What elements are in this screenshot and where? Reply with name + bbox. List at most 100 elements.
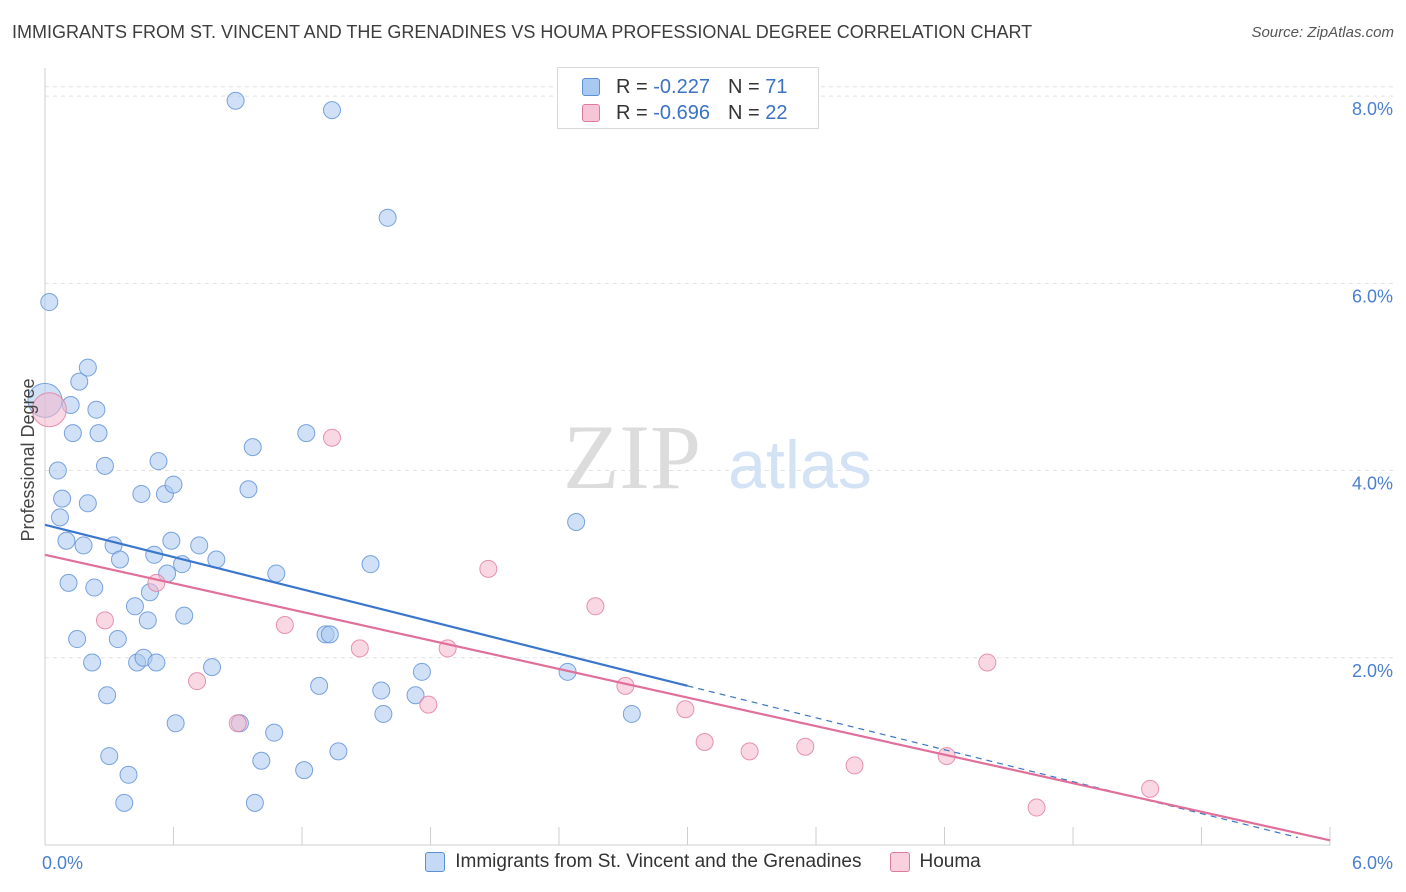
data-point xyxy=(226,91,245,110)
series-houma-points xyxy=(31,392,1160,817)
data-point xyxy=(320,625,339,644)
data-point xyxy=(125,597,144,616)
series-legend-label: Immigrants from St. Vincent and the Gren… xyxy=(455,851,862,872)
data-point xyxy=(147,653,166,672)
data-point xyxy=(98,686,117,705)
data-point xyxy=(567,513,586,532)
data-point xyxy=(978,653,997,672)
data-point xyxy=(68,630,87,649)
data-point xyxy=(48,461,67,480)
legend-n-value: 71 xyxy=(765,75,788,98)
legend-n-label: N = xyxy=(727,101,760,124)
data-point xyxy=(295,761,314,780)
data-point xyxy=(53,489,72,508)
data-point xyxy=(74,536,93,555)
series-legend: Immigrants from St. Vincent and the Gren… xyxy=(0,851,1406,873)
data-point xyxy=(78,358,97,377)
legend-r-value: -0.696 xyxy=(653,101,710,124)
data-point xyxy=(695,733,714,752)
data-point xyxy=(100,747,119,766)
data-point xyxy=(164,475,183,494)
watermark-atlas: atlas xyxy=(728,427,872,503)
y-tick-label: 4.0% xyxy=(1352,474,1393,494)
data-point xyxy=(115,793,134,812)
data-point xyxy=(361,555,380,574)
data-point xyxy=(275,616,294,635)
data-point xyxy=(175,606,194,625)
data-point xyxy=(132,484,151,503)
data-point xyxy=(138,611,157,630)
data-point xyxy=(267,564,286,583)
data-point xyxy=(586,597,605,616)
data-point xyxy=(245,793,264,812)
data-point xyxy=(70,372,89,391)
series-swatch-blue xyxy=(425,852,446,872)
legend-r-label: R = xyxy=(616,101,648,124)
data-point xyxy=(95,611,114,630)
data-point xyxy=(190,536,209,555)
data-point xyxy=(796,737,815,756)
data-point xyxy=(63,424,82,443)
data-point xyxy=(1027,798,1046,817)
legend-r-value: -0.227 xyxy=(653,75,710,98)
series-immigrants-points xyxy=(27,91,641,812)
legend-r-label: R = xyxy=(616,75,648,98)
data-point xyxy=(322,428,341,447)
x-tick-label-min: 0.0% xyxy=(42,853,83,873)
data-point xyxy=(378,208,397,227)
data-point xyxy=(412,662,431,681)
data-point xyxy=(147,573,166,592)
legend-n-label: N = xyxy=(727,75,760,98)
data-point xyxy=(740,742,759,761)
data-point xyxy=(95,456,114,475)
data-point xyxy=(265,723,284,742)
data-point xyxy=(149,452,168,471)
data-point xyxy=(119,765,138,784)
data-point xyxy=(406,686,425,705)
data-point xyxy=(419,695,438,714)
trend-line-houma xyxy=(44,553,1331,842)
data-point xyxy=(479,559,498,578)
data-point xyxy=(188,672,207,691)
data-point xyxy=(162,531,181,550)
x-tick-label-max: 6.0% xyxy=(1352,853,1393,873)
y-tick-label: 8.0% xyxy=(1352,99,1393,119)
data-point xyxy=(85,578,104,597)
data-point xyxy=(228,714,247,733)
data-point xyxy=(108,630,127,649)
data-point xyxy=(252,751,271,770)
y-tick-label: 6.0% xyxy=(1352,286,1393,306)
data-point xyxy=(676,700,695,719)
data-point xyxy=(297,424,316,443)
series-legend-item-immigrants: Immigrants from St. Vincent and the Gren… xyxy=(425,851,862,873)
y-axis-label: Professional Degree xyxy=(18,378,38,541)
data-point xyxy=(31,392,67,428)
data-point xyxy=(40,293,59,312)
data-point xyxy=(322,101,341,120)
data-points xyxy=(27,91,1160,817)
data-point xyxy=(329,742,348,761)
trend-line-immigrants-extension xyxy=(687,685,1299,839)
axis-labels: Professional Degree 0.0% 6.0% 2.0% 4.0% 6.… xyxy=(18,99,1393,873)
data-point xyxy=(87,400,106,419)
source-label: Source: ZipAtlas.com xyxy=(1251,24,1394,41)
watermark-zip: ZIP xyxy=(563,406,701,508)
chart-title: IMMIGRANTS FROM ST. VINCENT AND THE GREN… xyxy=(12,22,1033,42)
data-point xyxy=(89,424,108,443)
trend-lines xyxy=(44,523,1331,842)
correlation-legend: R = -0.227 N = 71 R = -0.696 N = 22 xyxy=(557,67,819,129)
data-point xyxy=(243,438,262,457)
data-point xyxy=(83,653,102,672)
axes xyxy=(44,68,1331,846)
series-legend-item-houma: Houma xyxy=(889,851,981,873)
data-point xyxy=(57,531,76,550)
data-point xyxy=(203,658,222,677)
legend-n-value: 22 xyxy=(765,101,788,124)
data-point xyxy=(374,704,393,723)
data-point xyxy=(622,704,641,723)
legend-swatch-pink xyxy=(582,104,600,122)
data-point xyxy=(166,714,185,733)
watermark: ZIP atlas xyxy=(563,406,872,508)
legend-row-blue: R = -0.227 N = 71 xyxy=(582,74,787,100)
